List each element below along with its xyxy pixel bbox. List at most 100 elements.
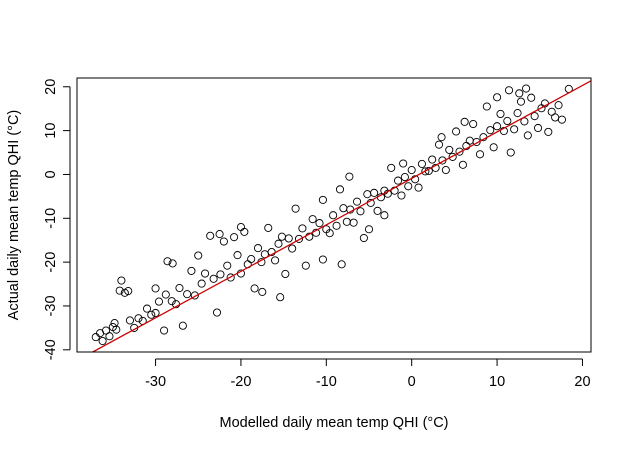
y-tick-label: -40 [43, 339, 59, 360]
data-point [400, 173, 409, 182]
data-point [455, 147, 464, 156]
data-point [291, 204, 300, 213]
data-point [318, 255, 327, 264]
data-point [284, 234, 293, 243]
data-point [281, 269, 290, 279]
data-point [209, 274, 218, 283]
data-point [496, 109, 505, 118]
data-point [460, 117, 469, 126]
data-point [197, 279, 206, 288]
data-point [448, 152, 457, 161]
data-point [216, 270, 225, 279]
data-point [337, 260, 346, 269]
data-point [298, 224, 307, 233]
data-point [325, 229, 334, 238]
data-point [493, 93, 502, 102]
data-point [161, 290, 170, 299]
data-point [499, 127, 508, 136]
data-point [308, 215, 317, 224]
data-point [194, 251, 203, 260]
data-point [230, 233, 239, 242]
y-tick-label: -10 [43, 208, 59, 229]
data-point [554, 101, 563, 110]
data-point [258, 287, 267, 296]
data-point [250, 284, 259, 293]
y-tick-label: -30 [43, 295, 59, 316]
data-point [523, 131, 532, 140]
data-point [411, 175, 420, 184]
data-point [397, 191, 406, 200]
data-point [115, 286, 124, 295]
data-point [315, 219, 324, 228]
data-point [434, 140, 444, 149]
data-point [527, 93, 536, 102]
y-axis-label: Actual daily mean temp QHI (°C) [6, 110, 22, 320]
x-axis: -30 -20 -10 0 10 20 [145, 358, 591, 390]
data-point [472, 137, 481, 147]
data-point [557, 115, 567, 124]
data-point [506, 148, 515, 157]
y-tick-label: 10 [43, 123, 59, 139]
data-point [469, 119, 478, 129]
x-tick-label: 20 [574, 374, 590, 390]
y-tick-label: 0 [43, 170, 59, 178]
x-tick-label: 10 [489, 374, 505, 390]
data-point [510, 125, 519, 134]
data-point [452, 127, 461, 136]
data-point [520, 117, 529, 126]
data-point [329, 211, 338, 220]
data-point [276, 293, 285, 302]
data-point [110, 319, 119, 328]
x-tick-label: -20 [230, 374, 251, 390]
data-point [134, 314, 143, 323]
data-point [404, 182, 413, 191]
data-point [105, 332, 114, 341]
data-point [151, 308, 160, 318]
data-point [98, 336, 107, 346]
data-point [175, 283, 184, 293]
data-point [301, 261, 310, 270]
data-point [247, 255, 256, 264]
data-point [178, 321, 187, 330]
data-point [274, 239, 283, 248]
data-point [407, 166, 416, 175]
data-point [151, 284, 160, 293]
data-point [271, 256, 280, 265]
data-point [154, 297, 164, 306]
data-point [233, 251, 242, 260]
data-point [414, 183, 423, 192]
data-point [437, 133, 446, 142]
data-point [215, 230, 224, 239]
reference-line-layer [91, 80, 591, 352]
data-point [399, 159, 408, 168]
data-point [486, 126, 495, 135]
data-point [516, 97, 526, 106]
data-point [168, 259, 177, 268]
data-point [503, 116, 512, 126]
data-point [513, 109, 522, 118]
data-point [370, 188, 379, 197]
data-point [142, 304, 152, 313]
data-point [482, 102, 491, 111]
plot-frame [76, 77, 592, 353]
data-point [530, 112, 539, 121]
x-tick-label: 0 [408, 374, 416, 390]
data-point [387, 163, 396, 172]
data-point [201, 269, 210, 278]
data-point [294, 234, 304, 243]
y-tick-label: -20 [43, 252, 59, 273]
x-tick-label: -10 [316, 374, 337, 390]
data-point [349, 218, 358, 227]
data-point [421, 167, 430, 176]
data-point [475, 150, 485, 159]
data-point [544, 127, 553, 136]
data-point [489, 143, 498, 152]
data-point [190, 291, 199, 300]
data-point [515, 89, 524, 98]
y-axis: -40 -30 -20 -10 0 10 20 [43, 79, 71, 360]
data-point [212, 308, 222, 317]
data-point [223, 261, 232, 270]
data-point [163, 257, 172, 266]
